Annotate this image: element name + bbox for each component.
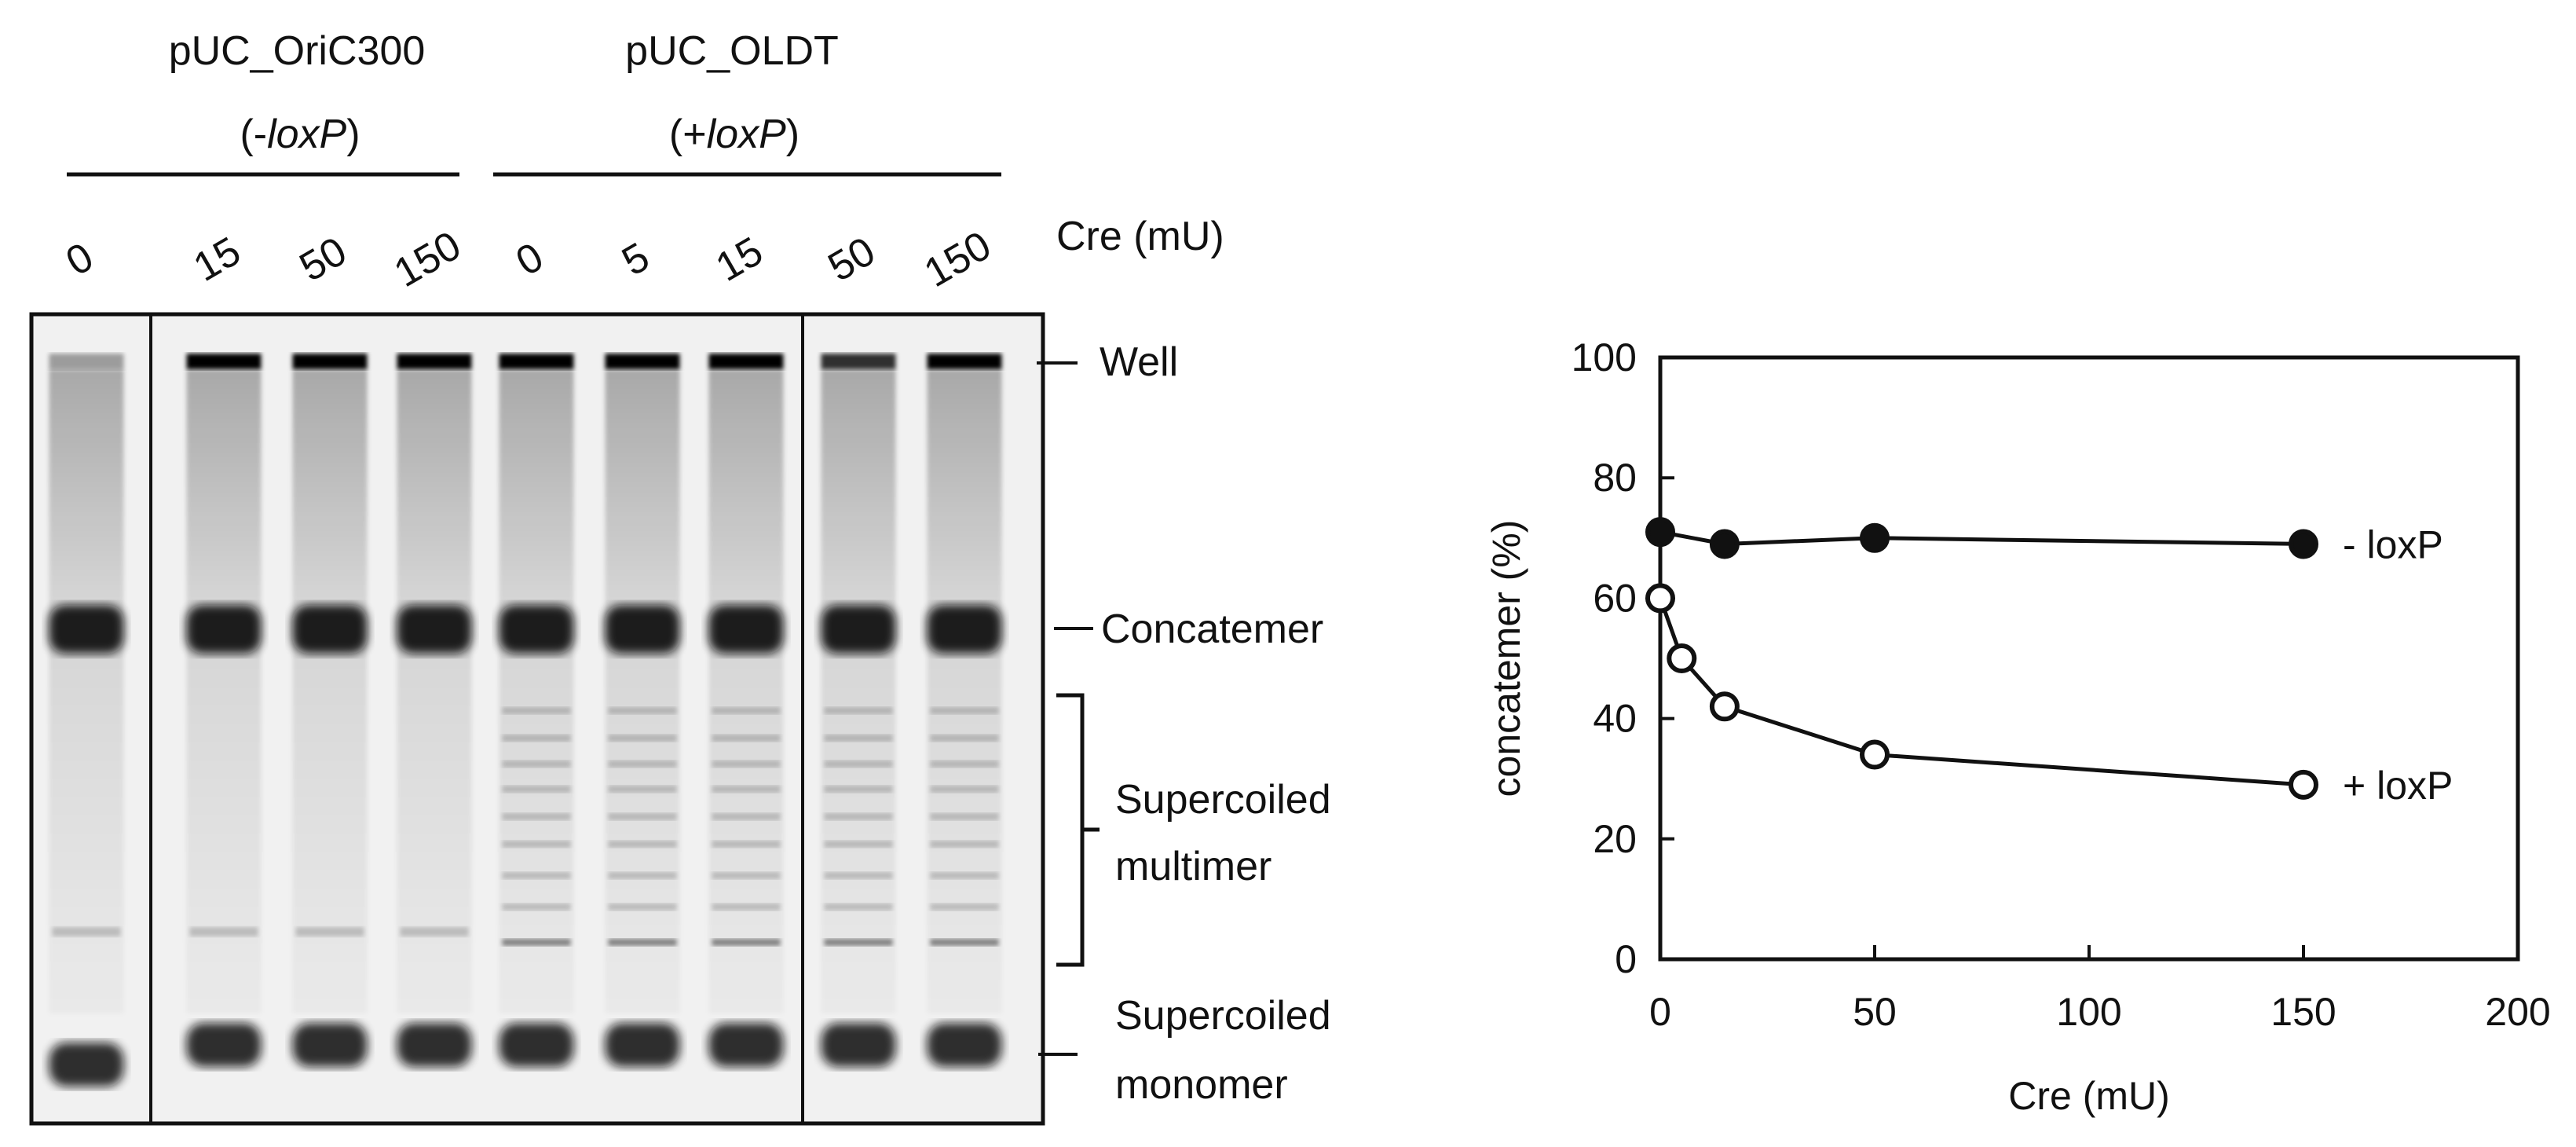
- data-point: [2289, 529, 2318, 559]
- gel-lane: [605, 354, 680, 1067]
- multimer-bracket: [1056, 693, 1100, 967]
- x-axis-label: Cre (mU): [2008, 1074, 2170, 1118]
- data-point: [1709, 529, 1740, 559]
- data-point: [1667, 643, 1697, 673]
- y-tick-label: 40: [1593, 697, 1637, 741]
- series-group: [1645, 517, 2318, 800]
- monomer-label-line1: Supercoiled: [1115, 993, 1331, 1039]
- y-tick-label: 60: [1593, 576, 1637, 620]
- concatemer-label: Concatemer: [1101, 606, 1323, 652]
- x-tick-label: 0: [1649, 990, 1671, 1034]
- group-marker-minus-loxp: (-loxP): [240, 112, 360, 157]
- y-tick-label: 0: [1615, 937, 1637, 981]
- series-labels: - loxP + loxP: [2343, 522, 2453, 807]
- data-point: [1645, 517, 1675, 548]
- gel-lane: [49, 354, 124, 1087]
- multimer-label-line1: Supercoiled: [1115, 777, 1331, 823]
- gel-lane: [821, 354, 896, 1067]
- y-tick-label: 20: [1593, 817, 1637, 861]
- lane-label: 0: [508, 234, 551, 285]
- series-label: - loxP: [2343, 522, 2443, 566]
- data-point: [2289, 769, 2318, 800]
- series-line: [1659, 530, 2304, 546]
- data-point: [1645, 583, 1675, 614]
- gel-lanes: [49, 354, 1002, 1087]
- gel-lane: [499, 354, 574, 1067]
- group-title-oldt: pUC_OLDT: [625, 28, 839, 74]
- x-tick-label: 200: [2485, 990, 2550, 1034]
- lane-label: 150: [386, 222, 468, 296]
- x-axis-ticks: 0 50 100 150 200: [1649, 945, 2551, 1034]
- lane-label: 0: [58, 234, 101, 285]
- data-point: [1709, 691, 1740, 722]
- series-label: + loxP: [2343, 764, 2453, 808]
- gel-lane: [397, 354, 472, 1067]
- plot-frame: [1658, 355, 2520, 962]
- multimer-label-line2: multimer: [1115, 844, 1272, 889]
- well-label: Well: [1100, 339, 1178, 385]
- group-title-oric300: pUC_OriC300: [169, 28, 426, 74]
- group-marker-plus-loxp: (+loxP): [669, 112, 800, 157]
- lane-labels: 0 15 50 150 0 5 15 50 150: [58, 222, 998, 296]
- data-point: [1860, 739, 1890, 770]
- y-tick-label: 100: [1572, 335, 1637, 379]
- gel-lane: [186, 354, 262, 1067]
- gel-lane: [927, 354, 1002, 1067]
- x-tick-label: 100: [2056, 990, 2121, 1034]
- monomer-label-line2: monomer: [1115, 1062, 1288, 1108]
- x-tick-label: 150: [2270, 990, 2336, 1034]
- lane-label: 50: [821, 229, 883, 291]
- gel-axis-label: Cre (mU): [1056, 214, 1224, 259]
- lane-label: 15: [708, 229, 770, 291]
- x-tick-label: 50: [1853, 990, 1897, 1034]
- gel-panel: pUC_OriC300 (-loxP) pUC_OLDT (+loxP) 0 15…: [29, 28, 1331, 1126]
- lane-label: 15: [186, 229, 248, 291]
- lane-label: 50: [292, 229, 354, 291]
- gel-lane: [708, 354, 784, 1067]
- concatemer-chart: 0 20 40 60 80 100 0 50 100 150 200 Cre (mU) conca…: [1484, 335, 2551, 1118]
- lane-label: 150: [917, 222, 998, 296]
- lane-label: 5: [614, 234, 657, 285]
- y-axis-ticks: 0 20 40 60 80 100: [1572, 335, 1674, 981]
- data-point: [1860, 522, 1890, 553]
- y-axis-label: concatemer (%): [1484, 520, 1528, 797]
- series-line: [1658, 597, 2304, 787]
- y-tick-label: 80: [1593, 456, 1637, 500]
- gel-lane: [292, 354, 368, 1067]
